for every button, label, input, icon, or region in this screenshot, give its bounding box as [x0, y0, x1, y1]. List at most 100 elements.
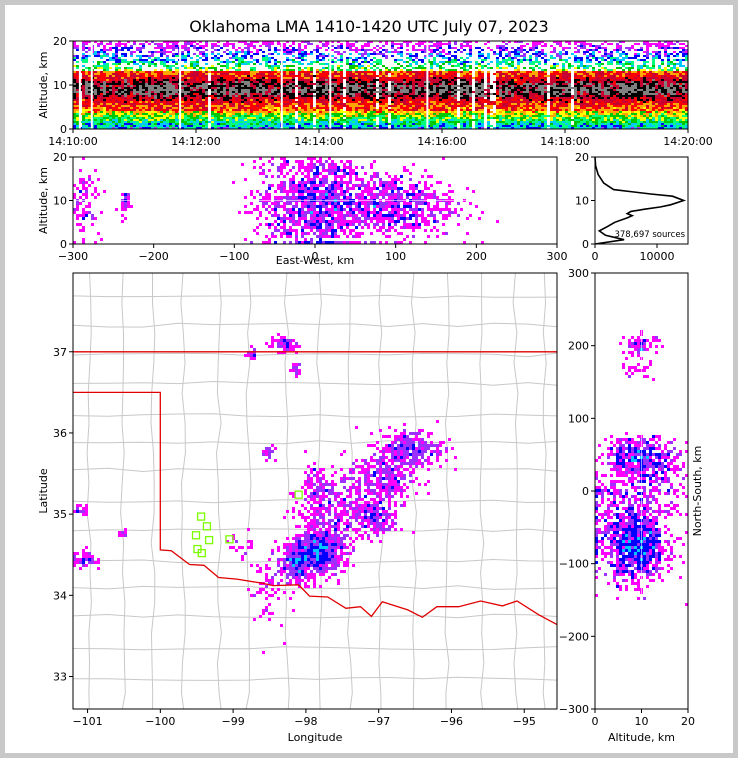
density-cell: [499, 95, 502, 97]
density-cell: [358, 53, 361, 55]
density-cell: [496, 127, 499, 129]
density-cell: [358, 125, 361, 127]
density-cell: [433, 113, 436, 115]
density-cell: [283, 77, 286, 79]
density-cell: [163, 53, 166, 55]
density-cell: [130, 81, 133, 83]
density-cell: [226, 89, 229, 91]
density-cell: [76, 67, 79, 69]
density-cell: [388, 93, 391, 95]
density-cell: [436, 119, 439, 121]
density-cell: [133, 117, 136, 119]
density-cell: [460, 61, 463, 63]
density-cell: [268, 121, 271, 123]
density-cell: [400, 55, 403, 57]
density-cell: [334, 79, 337, 81]
density-cell: [271, 125, 274, 127]
density-cell: [202, 109, 205, 111]
density-cell: [163, 111, 166, 113]
density-cell: [160, 55, 163, 57]
density-cell: [175, 69, 178, 71]
density-cell: [391, 55, 394, 57]
density-cell: [490, 105, 493, 107]
density-cell: [385, 107, 388, 109]
density-cell: [223, 73, 226, 75]
density-cell: [277, 85, 280, 87]
density-cell: [235, 95, 238, 97]
density-cell: [367, 77, 370, 79]
density-cell: [253, 59, 256, 61]
density-cell: [199, 119, 202, 121]
density-cell: [331, 69, 334, 71]
density-cell: [130, 69, 133, 71]
density-cell: [439, 51, 442, 53]
density-cell: [268, 117, 271, 119]
density-cell: [277, 127, 280, 129]
density-cell: [460, 93, 463, 95]
density-cell: [346, 109, 349, 111]
density-cell: [214, 117, 217, 119]
density-cell: [388, 91, 391, 93]
density-cell: [97, 81, 100, 83]
density-cell: [277, 101, 280, 103]
density-cell: [445, 105, 448, 107]
density-cell: [175, 83, 178, 85]
density-cell: [382, 75, 385, 77]
density-cell: [166, 85, 169, 87]
density-cell: [409, 119, 412, 121]
density-cell: [355, 109, 358, 111]
density-cell: [370, 83, 373, 85]
density-cell: [172, 73, 175, 75]
density-cell: [130, 125, 133, 127]
density-cell: [421, 107, 424, 109]
density-cell: [157, 95, 160, 97]
density-cell: [115, 101, 118, 103]
density-cell: [154, 125, 157, 127]
density-cell: [142, 99, 145, 101]
density-cell: [358, 95, 361, 97]
density-cell: [136, 49, 139, 51]
density-cell: [349, 75, 352, 77]
density-cell: [157, 45, 160, 47]
density-cell: [253, 117, 256, 119]
density-cell: [421, 89, 424, 91]
density-cell: [205, 81, 208, 83]
density-cell: [352, 125, 355, 127]
density-cell: [289, 71, 292, 73]
density-cell: [325, 127, 328, 129]
density-cell: [454, 107, 457, 109]
density-cell: [214, 89, 217, 91]
density-cell: [136, 111, 139, 113]
density-cell: [145, 77, 148, 79]
density-cell: [304, 89, 307, 91]
density-cell: [376, 101, 379, 103]
density-cell: [82, 59, 85, 61]
density-cell: [235, 89, 238, 91]
density-cell: [223, 103, 226, 105]
density-cell: [331, 107, 334, 109]
density-cell: [85, 59, 88, 61]
density-cell: [214, 71, 217, 73]
density-cell: [355, 79, 358, 81]
density-cell: [499, 99, 502, 101]
density-cell: [100, 95, 103, 97]
density-cell: [250, 109, 253, 111]
density-cell: [82, 91, 85, 93]
density-cell: [325, 97, 328, 99]
density-cell: [478, 113, 481, 115]
density-cell: [97, 105, 100, 107]
density-cell: [244, 119, 247, 121]
density-cell: [340, 59, 343, 61]
density-cell: [217, 111, 220, 113]
density-cell: [82, 123, 85, 125]
density-cell: [220, 65, 223, 67]
density-cell: [460, 91, 463, 93]
density-cell: [490, 115, 493, 117]
density-cell: [283, 89, 286, 91]
density-cell: [301, 75, 304, 77]
density-cell: [106, 115, 109, 117]
density-cell: [166, 89, 169, 91]
density-cell: [388, 77, 391, 79]
density-cell: [382, 105, 385, 107]
density-cell: [82, 79, 85, 81]
